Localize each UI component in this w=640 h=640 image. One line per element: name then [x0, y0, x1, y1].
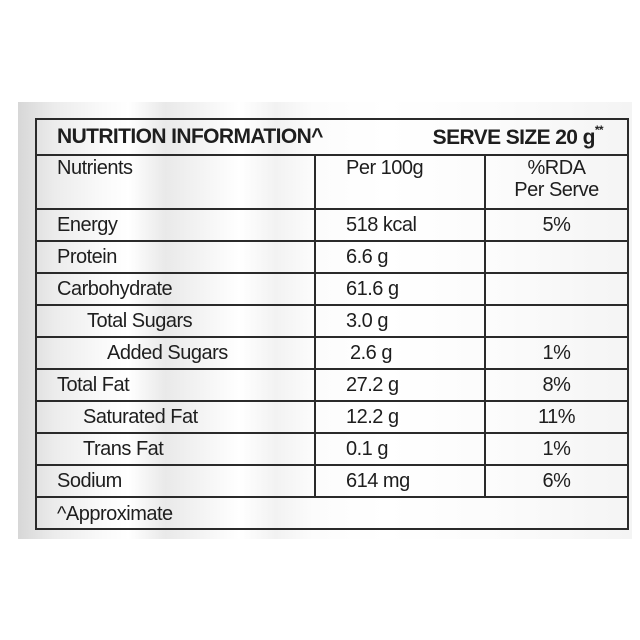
table-row: Carbohydrate 61.6 g: [37, 272, 627, 306]
column-header-per-100g: Per 100g: [314, 154, 486, 210]
per-100g-value: 61.6 g: [314, 272, 486, 306]
table-row: Added Sugars 2.6 g 1%: [37, 336, 627, 370]
per-100g-value: 12.2 g: [314, 400, 486, 434]
table-row: Protein 6.6 g: [37, 240, 627, 274]
nutrient-name: Total Sugars: [37, 304, 316, 338]
per-100g-value: 518 kcal: [314, 208, 486, 242]
per-100g-value: 27.2 g: [314, 368, 486, 402]
rda-value: 5%: [484, 208, 627, 242]
label-title: NUTRITION INFORMATION^: [57, 125, 323, 148]
rda-value: [484, 272, 627, 306]
nutrient-name: Trans Fat: [37, 432, 316, 466]
rda-value: 11%: [484, 400, 627, 434]
footnote: ^Approximate: [37, 496, 627, 531]
rda-value: 1%: [484, 432, 627, 466]
per-100g-value: 0.1 g: [314, 432, 486, 466]
serve-size: SERVE SIZE 20 g**: [432, 123, 604, 150]
rda-header-line2: Per Serve: [514, 179, 599, 201]
nutrient-name: Sodium: [37, 464, 316, 498]
footnote-row: ^Approximate: [37, 496, 627, 531]
table-row: Total Fat 27.2 g 8%: [37, 368, 627, 402]
per-100g-value: 3.0 g: [314, 304, 486, 338]
nutrient-name: Energy: [37, 208, 316, 242]
nutrition-table: Nutrients Per 100g %RDA Per Serve Energy …: [37, 154, 627, 531]
serve-size-mark: **: [594, 123, 604, 137]
per-100g-value: 2.6 g: [314, 336, 486, 370]
rda-value: [484, 304, 627, 338]
column-header-nutrients: Nutrients: [37, 154, 316, 210]
table-row: Energy 518 kcal 5%: [37, 208, 627, 242]
rda-value: 1%: [484, 336, 627, 370]
rda-value: [484, 240, 627, 274]
per-100g-value: 614 mg: [314, 464, 486, 498]
column-header-rda: %RDA Per Serve: [484, 154, 627, 210]
serve-size-text: SERVE SIZE 20 g: [432, 126, 596, 149]
nutrient-name: Saturated Fat: [37, 400, 316, 434]
table-row: Sodium 614 mg 6%: [37, 464, 627, 498]
nutrient-name: Protein: [37, 240, 316, 274]
nutrient-name: Added Sugars: [37, 336, 316, 370]
nutrient-name: Carbohydrate: [37, 272, 316, 306]
nutrient-name: Total Fat: [37, 368, 316, 402]
table-header-row: Nutrients Per 100g %RDA Per Serve: [37, 154, 627, 210]
table-row: Saturated Fat 12.2 g 11%: [37, 400, 627, 434]
nutrition-label: NUTRITION INFORMATION^ SERVE SIZE 20 g**…: [35, 118, 629, 531]
table-row: Trans Fat 0.1 g 1%: [37, 432, 627, 466]
table-row: Total Sugars 3.0 g: [37, 304, 627, 338]
per-100g-value: 6.6 g: [314, 240, 486, 274]
rda-value: 8%: [484, 368, 627, 402]
rda-value: 6%: [484, 464, 627, 498]
label-header: NUTRITION INFORMATION^ SERVE SIZE 20 g**: [37, 120, 627, 156]
rda-header-line1: %RDA: [527, 157, 586, 179]
